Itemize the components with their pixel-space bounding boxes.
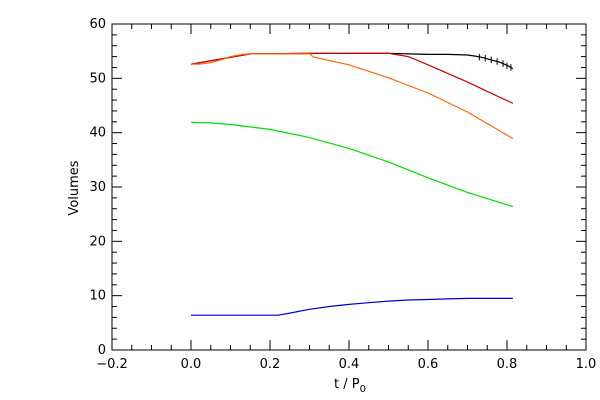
- x-tick-label: 0.4: [339, 357, 360, 372]
- series-line-2: [190, 52, 514, 104]
- series-line-5: [191, 297, 513, 316]
- plot-frame: [111, 23, 587, 351]
- x-axis-label-main: t / P: [334, 377, 360, 392]
- y-tick-label: 10: [89, 289, 106, 304]
- x-axis-label-subscript: 0: [360, 384, 366, 395]
- x-tick-label: 1.0: [576, 357, 597, 372]
- y-tick-label: 0: [98, 343, 106, 358]
- series-line-3: [191, 53, 514, 140]
- series-line-4: [190, 121, 514, 208]
- y-axis-label: Volumes: [67, 160, 82, 215]
- y-tick-label: 60: [89, 17, 106, 32]
- y-tick-label: 50: [89, 71, 106, 86]
- error-bars: [478, 53, 512, 71]
- y-tick-label: 20: [89, 234, 106, 249]
- series-group: [190, 52, 514, 316]
- x-tick-label: −0.2: [96, 357, 128, 372]
- y-tick-label: 40: [89, 126, 106, 141]
- x-tick-label: 0.0: [181, 357, 202, 372]
- x-tick-label: 0.8: [497, 357, 518, 372]
- x-tick-label: 0.6: [418, 357, 439, 372]
- y-tick-label: 30: [89, 180, 106, 195]
- x-axis-label: t / P0: [334, 377, 366, 395]
- x-tick-label: 0.2: [260, 357, 281, 372]
- axes: −0.2 0.0 0.2 0.4 0.6 0.8 1.0 0 10 20 30 40 50 60: [89, 17, 596, 372]
- axis-labels: Volumes t / P0: [67, 160, 366, 395]
